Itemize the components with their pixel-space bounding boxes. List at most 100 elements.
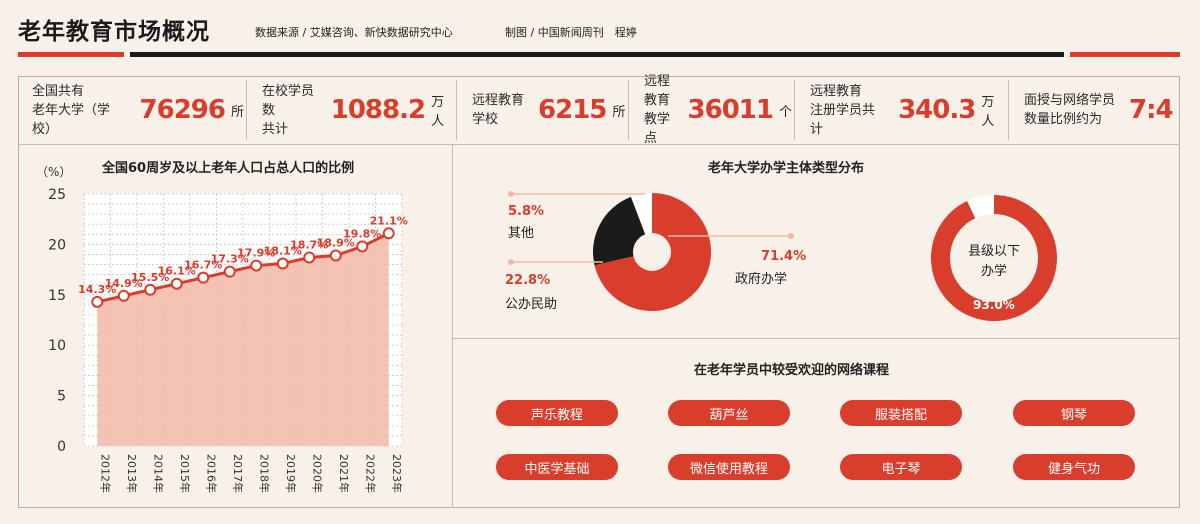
y-axis-unit: （%） xyxy=(36,165,71,179)
stat-label: 远程教育 教学点 xyxy=(644,74,671,146)
marks-layer: 14.3%14.9%15.5%16.1%16.7%17.3%17.9%18.1%… xyxy=(78,214,408,308)
y-tick-label: 15 xyxy=(48,288,66,304)
stat-unit: 所 xyxy=(230,104,244,120)
stat-label: 在校学员数 共计 xyxy=(262,83,315,137)
donut-value-label: 93.0% xyxy=(973,298,1015,312)
courses-title: 在老年学员中较受欢迎的网络课程 xyxy=(694,363,890,378)
data-point xyxy=(356,240,369,253)
stat-divider xyxy=(628,80,629,140)
data-point xyxy=(382,227,395,240)
y-tick-label: 20 xyxy=(48,237,66,253)
data-point xyxy=(250,259,263,272)
header-accent-bar xyxy=(18,52,124,57)
data-point xyxy=(117,289,130,302)
data-label: 21.1% xyxy=(370,214,408,227)
data-label: 18.9% xyxy=(317,236,355,249)
stat-divider xyxy=(1008,80,1009,140)
school-types-pie: 5.8% 其他 22.8% 公办民助 71.4% 政府办学 xyxy=(505,191,806,312)
panel-divider xyxy=(452,144,453,508)
data-point xyxy=(276,257,289,270)
course-tag: 钢琴 xyxy=(1013,400,1135,426)
stat-value: 7:4 xyxy=(1129,95,1174,125)
stat-unit: 所 xyxy=(612,104,626,120)
slice-value-government: 71.4% xyxy=(761,249,806,264)
stat-label: 远程教育 注册学员共计 xyxy=(810,83,876,137)
school-types-title: 老年大学办学主体类型分布 xyxy=(708,161,865,176)
stat-value: 36011 xyxy=(687,95,774,125)
stat-value: 340.3 xyxy=(898,95,976,125)
data-label: 16.7% xyxy=(184,259,222,272)
course-tag: 电子琴 xyxy=(840,454,962,480)
data-point xyxy=(197,271,210,284)
data-label: 18.7% xyxy=(290,239,328,252)
x-tick-label: 2013年 xyxy=(125,454,139,493)
stat-teaching-points: 远程教育 教学点 36011 个 xyxy=(630,74,792,146)
y-tick-label: 25 xyxy=(48,187,66,203)
slice-name-public-private: 公办民助 xyxy=(505,297,557,312)
data-point xyxy=(303,251,316,264)
course-tag: 中医学基础 xyxy=(496,454,618,480)
donut-center-label-1: 县级以下 xyxy=(968,244,1020,259)
stat-divider xyxy=(456,80,457,140)
course-tag: 微信使用教程 xyxy=(668,454,790,480)
x-tick-label: 2020年 xyxy=(310,454,324,493)
x-tick-label: 2019年 xyxy=(284,454,298,493)
stat-divider xyxy=(246,80,247,140)
stat-colleges: 全国共有 老年大学（学校） 76296 所 xyxy=(18,76,244,144)
stat-value: 1088.2 xyxy=(330,95,426,125)
slice-value-other: 5.8% xyxy=(508,204,544,219)
data-label: 18.1% xyxy=(264,245,302,258)
x-tick-label: 2023年 xyxy=(390,454,404,493)
data-point xyxy=(170,277,183,290)
y-tick-label: 5 xyxy=(57,389,66,405)
course-tag: 葫芦丝 xyxy=(668,400,790,426)
stat-divider xyxy=(794,80,795,140)
data-label: 14.3% xyxy=(78,283,116,296)
data-label: 16.1% xyxy=(158,265,196,278)
aging-ratio-chart: （%） 0 5 10 15 20 25 2012年 2013年 2014年 2015年 2016年 2… xyxy=(36,165,408,493)
course-tag: 声乐教程 xyxy=(496,400,618,426)
data-label: 17.9% xyxy=(237,247,275,260)
x-tick-label: 2018年 xyxy=(257,454,271,493)
data-source: 数据来源 / 艾媒咨询、新快数据研究中心 xyxy=(255,26,453,39)
stat-unit: 个 xyxy=(778,104,792,120)
x-tick-label: 2017年 xyxy=(231,454,245,493)
y-tick-label: 10 xyxy=(48,338,66,354)
donut-hole xyxy=(950,214,1038,302)
stat-remote-students: 远程教育 注册学员共计 340.3 万人 xyxy=(796,76,1006,144)
panel-divider-h xyxy=(452,338,1180,339)
data-point xyxy=(144,283,157,296)
stat-unit: 万人 xyxy=(981,95,995,129)
chart-credit: 制图 / 中国新闻周刊 程婷 xyxy=(505,26,637,39)
slice-name-government: 政府办学 xyxy=(735,271,787,287)
data-point xyxy=(329,249,342,262)
donut-center-label-2: 办学 xyxy=(981,263,1007,279)
x-tick-label: 2022年 xyxy=(363,454,377,493)
data-label: 15.5% xyxy=(131,271,169,284)
aging-chart-title: 全国60周岁及以上老年人口占总人口的比例 xyxy=(102,161,355,176)
course-tag: 健身气功 xyxy=(1013,454,1135,480)
data-point xyxy=(223,265,236,278)
data-label: 19.8% xyxy=(343,227,381,240)
row-divider xyxy=(18,144,1180,145)
x-tick-label: 2016年 xyxy=(204,454,218,493)
slice-name-other: 其他 xyxy=(508,226,534,241)
stat-remote-schools: 远程教育 学校 6215 所 xyxy=(458,76,626,144)
slice-value-public-private: 22.8% xyxy=(505,273,550,288)
x-tick-label: 2014年 xyxy=(151,454,165,493)
county-level-donut: 县级以下 办学 93.0% xyxy=(931,195,1057,321)
header-accent-bar-right xyxy=(1070,52,1180,57)
x-tick-label: 2021年 xyxy=(337,454,351,493)
pie-hole xyxy=(633,233,671,271)
stat-label: 远程教育 学校 xyxy=(472,93,525,127)
page-title: 老年教育市场概况 xyxy=(18,19,210,45)
stat-unit: 万人 xyxy=(431,95,445,129)
header-divider xyxy=(130,52,1064,57)
stat-value: 76296 xyxy=(139,95,226,125)
y-tick-label: 0 xyxy=(57,439,66,455)
data-label: 17.3% xyxy=(211,253,249,266)
data-label: 14.9% xyxy=(105,277,143,290)
stat-students: 在校学员数 共计 1088.2 万人 xyxy=(248,76,453,144)
stat-ratio: 面授与网络学员 数量比例约为 7:4 xyxy=(1010,76,1180,144)
stat-value: 6215 xyxy=(538,95,607,125)
